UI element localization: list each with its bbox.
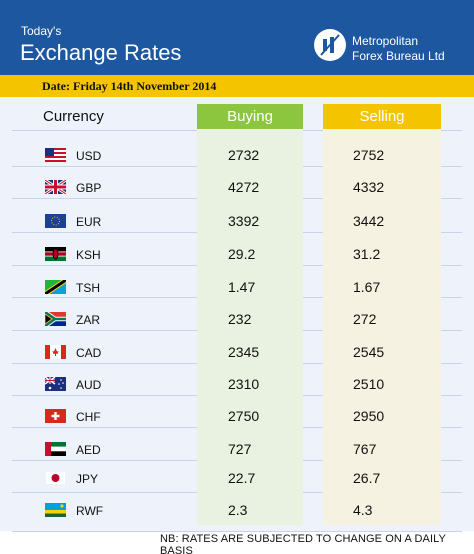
brand-logo-icon xyxy=(314,29,346,61)
selling-rate: 767 xyxy=(353,441,377,457)
date-label: Date: Friday 14th November 2014 xyxy=(42,79,217,93)
uk-flag-icon xyxy=(45,180,66,194)
buying-rate: 2750 xyxy=(228,408,260,424)
table-row: ZAR 232 272 xyxy=(0,306,474,336)
switzerland-flag-icon xyxy=(45,409,66,423)
date-bar: Date: Friday 14th November 2014 xyxy=(0,75,474,97)
south-africa-flag-icon xyxy=(45,312,66,326)
table-row: GBP 4272 4332 xyxy=(0,174,474,204)
buying-rate: 29.2 xyxy=(228,246,256,262)
table-row: CHF 2750 2950 xyxy=(0,403,474,433)
currency-code: AED xyxy=(76,443,101,457)
table-row: RWF 2.3 4.3 xyxy=(0,497,474,527)
selling-rate: 4332 xyxy=(353,179,385,195)
buying-column-bg xyxy=(197,130,303,525)
currency-code: ZAR xyxy=(76,313,100,327)
selling-rate: 4.3 xyxy=(353,502,373,518)
buying-column-header: Buying xyxy=(197,104,303,129)
selling-rate: 2545 xyxy=(353,344,385,360)
table-row: USD 2732 2752 xyxy=(0,142,474,172)
usa-flag-icon xyxy=(45,148,66,162)
selling-column-header: Selling xyxy=(323,104,441,129)
selling-column-bg xyxy=(323,130,441,525)
footer-divider xyxy=(12,531,462,532)
currency-code: TSH xyxy=(76,281,100,295)
currency-code: CAD xyxy=(76,346,102,360)
selling-rate: 31.2 xyxy=(353,246,381,262)
table-row: TSH 1.47 1.67 xyxy=(0,274,474,304)
brand-name-line2: Forex Bureau Ltd xyxy=(352,49,445,63)
header-banner: Today's Exchange Rates Metropolitan Fore… xyxy=(0,0,474,75)
tanzania-flag-icon xyxy=(45,280,66,294)
buying-rate: 4272 xyxy=(228,179,260,195)
table-row: JPY 22.7 26.7 xyxy=(0,465,474,495)
currency-code: KSH xyxy=(76,248,101,262)
buying-rate: 2345 xyxy=(228,344,260,360)
selling-rate: 1.67 xyxy=(353,279,381,295)
table-row: CAD 2345 2545 xyxy=(0,339,474,369)
currency-code: JPY xyxy=(76,472,99,486)
table-row: AED 727 767 xyxy=(0,436,474,466)
selling-rate: 3442 xyxy=(353,213,385,229)
currency-code: RWF xyxy=(76,504,104,518)
selling-rate: 272 xyxy=(353,311,377,327)
uae-flag-icon xyxy=(45,442,66,456)
selling-rate: 2950 xyxy=(353,408,385,424)
selling-rate: 26.7 xyxy=(353,470,381,486)
currency-code: GBP xyxy=(76,181,102,195)
kenya-flag-icon xyxy=(45,247,66,261)
rwanda-flag-icon xyxy=(45,503,66,517)
buying-rate: 727 xyxy=(228,441,252,457)
table-row: EUR 3392 3442 xyxy=(0,208,474,238)
brand-name-line1: Metropolitan xyxy=(352,34,419,48)
selling-rate: 2510 xyxy=(353,376,385,392)
currency-code: EUR xyxy=(76,215,102,229)
buying-rate: 232 xyxy=(228,311,252,327)
eu-flag-icon xyxy=(45,214,66,228)
buying-rate: 2310 xyxy=(228,376,260,392)
title-small: Today's xyxy=(21,24,62,38)
buying-rate: 2732 xyxy=(228,147,260,163)
canada-flag-icon xyxy=(45,345,66,359)
table-row: KSH 29.2 31.2 xyxy=(0,241,474,271)
japan-flag-icon xyxy=(45,471,66,485)
selling-rate: 2752 xyxy=(353,147,385,163)
table-row: AUD 2310 2510 xyxy=(0,371,474,401)
buying-rate: 2.3 xyxy=(228,502,248,518)
page-title: Exchange Rates xyxy=(20,40,182,65)
currency-code: CHF xyxy=(76,410,101,424)
footer-note: NB: RATES ARE SUBJECTED TO CHANGE ON A D… xyxy=(160,533,446,554)
currency-column-header: Currency xyxy=(43,108,104,125)
currency-code: AUD xyxy=(76,378,102,392)
currency-code: USD xyxy=(76,149,102,163)
australia-flag-icon xyxy=(45,377,66,391)
buying-rate: 22.7 xyxy=(228,470,256,486)
buying-rate: 3392 xyxy=(228,213,260,229)
buying-rate: 1.47 xyxy=(228,279,256,295)
